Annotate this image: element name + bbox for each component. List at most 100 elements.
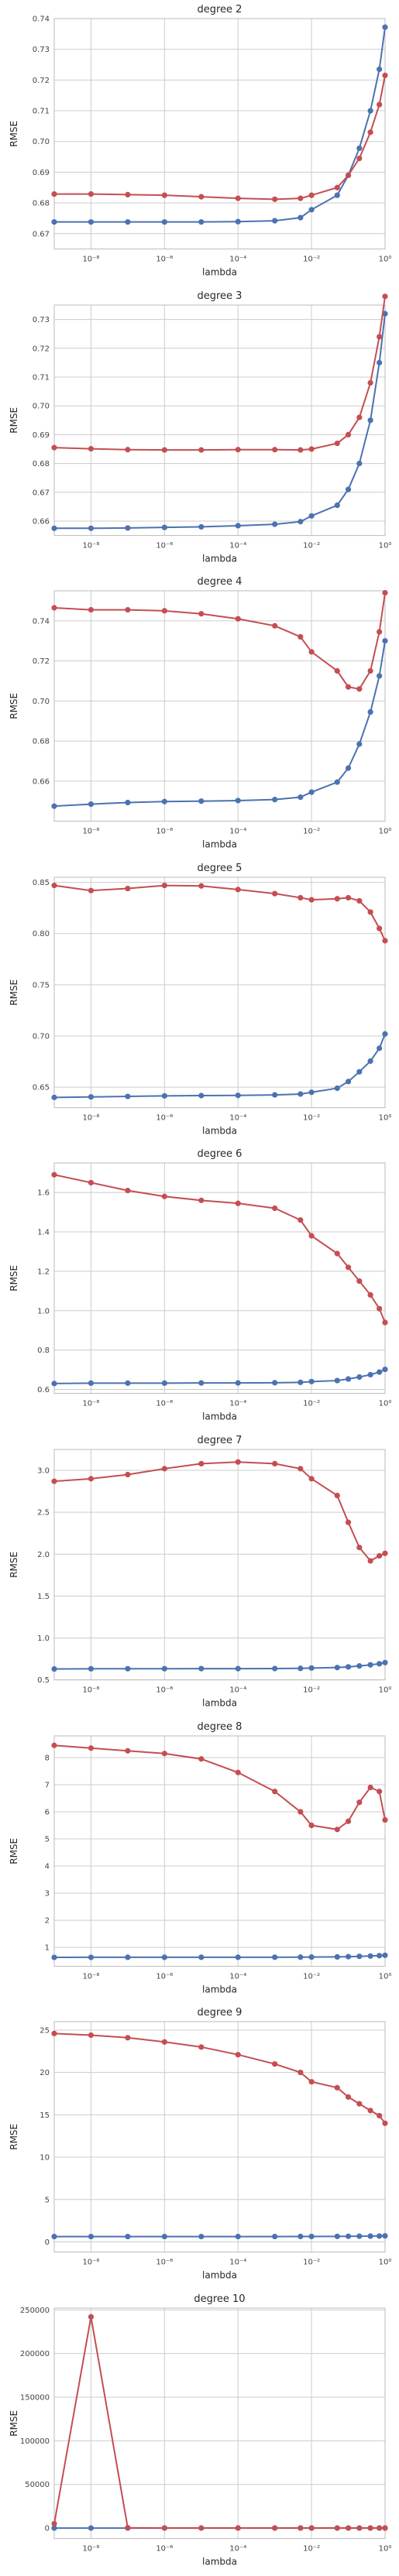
data-point — [308, 2079, 315, 2085]
data-point — [235, 446, 241, 452]
x-tick-label: 10⁻⁶ — [156, 1686, 173, 1695]
y-tick-label: 6 — [45, 1808, 50, 1816]
x-tick-label: 10⁰ — [379, 1400, 392, 1408]
data-point — [382, 590, 388, 596]
x-tick-label: 10⁻⁸ — [82, 2259, 99, 2267]
y-tick-label: 1.4 — [37, 1229, 50, 1237]
data-point — [345, 486, 352, 492]
data-point — [345, 2525, 352, 2531]
x-tick-label: 10⁻⁸ — [82, 1686, 99, 1695]
y-tick-label: 0.73 — [33, 316, 50, 324]
data-point — [377, 1788, 383, 1794]
data-point — [51, 444, 57, 451]
data-point — [235, 616, 241, 623]
y-axis-label: RMSE — [9, 406, 19, 433]
x-tick-label: 10⁻⁸ — [82, 541, 99, 550]
data-point — [161, 219, 167, 225]
data-point — [308, 513, 315, 519]
data-point — [272, 1788, 278, 1794]
chart-panel: degree 8 10⁻⁸ 10⁻⁶ 10⁻⁴ 10⁻² 10⁰ 1 2 3 4 5 6 7 8 lambd… — [9, 1721, 391, 1995]
data-point — [272, 1206, 278, 1212]
data-point — [51, 605, 57, 611]
data-point — [367, 2525, 373, 2531]
data-point — [334, 1953, 340, 1960]
data-point — [272, 1665, 278, 1672]
plot-area — [53, 1162, 386, 1394]
data-point — [125, 1953, 131, 1960]
x-tick-label: 10⁻² — [303, 1686, 320, 1695]
x-axis-label: lambda — [202, 553, 237, 564]
data-point — [308, 1953, 315, 1960]
data-point — [161, 1466, 167, 1472]
y-tick-label: 1.5 — [37, 1593, 50, 1601]
y-axis-label: RMSE — [9, 121, 19, 147]
series-line — [53, 592, 386, 691]
data-point — [367, 108, 373, 114]
data-point — [367, 1558, 373, 1564]
data-point — [356, 1374, 363, 1381]
data-point — [367, 909, 373, 915]
y-tick-label: 0.70 — [33, 402, 50, 410]
data-point — [377, 1369, 383, 1376]
chart-panel: degree 7 10⁻⁸ 10⁻⁶ 10⁻⁴ 10⁻² 10⁰ 0.5 1.0 1.5 2.0 2… — [9, 1435, 391, 1709]
data-point — [298, 1091, 304, 1097]
data-point — [51, 2234, 57, 2240]
data-point — [272, 890, 278, 897]
x-tick-label: 10⁻⁴ — [229, 2544, 246, 2553]
data-point — [367, 379, 373, 386]
x-tick-label: 10⁻² — [303, 2544, 320, 2553]
data-point — [88, 2234, 95, 2240]
data-point — [235, 1665, 241, 1672]
y-tick-label: 250000 — [20, 2307, 50, 2315]
x-tick-label: 10⁻² — [303, 1400, 320, 1408]
y-tick-label: 0.70 — [33, 138, 50, 146]
data-point — [198, 2234, 205, 2240]
data-point — [308, 649, 315, 655]
data-point — [345, 431, 352, 437]
data-point — [198, 1460, 205, 1466]
y-axis-label: RMSE — [9, 1552, 19, 1578]
data-point — [345, 1953, 352, 1960]
data-point — [51, 1094, 57, 1100]
data-point — [198, 447, 205, 453]
data-point — [377, 101, 383, 108]
x-tick-label: 10⁻⁸ — [82, 1400, 99, 1408]
data-point — [298, 894, 304, 900]
data-point — [377, 1045, 383, 1051]
x-tick-label: 10⁻⁸ — [82, 1972, 99, 1981]
data-point — [377, 629, 383, 635]
y-tick-label: 0.68 — [33, 200, 50, 208]
data-point — [272, 623, 278, 629]
data-point — [51, 2030, 57, 2037]
data-point — [272, 218, 278, 224]
y-tick-label: 0.74 — [33, 15, 50, 23]
y-tick-label: 0.67 — [33, 489, 50, 497]
data-point — [367, 2108, 373, 2114]
data-point — [382, 24, 388, 30]
data-point — [334, 668, 340, 674]
data-point — [298, 2525, 304, 2531]
data-point — [382, 1952, 388, 1958]
x-tick-label: 10⁻⁴ — [229, 1113, 246, 1122]
data-point — [88, 525, 95, 531]
data-point — [298, 1665, 304, 1672]
x-tick-label: 10⁻⁶ — [156, 2259, 173, 2267]
data-point — [198, 2525, 205, 2531]
plot-area — [53, 304, 386, 536]
data-point — [161, 1953, 167, 1960]
y-tick-label: 0.71 — [33, 373, 50, 382]
y-axis-label: RMSE — [9, 2124, 19, 2150]
y-tick-label: 200000 — [20, 2350, 50, 2358]
y-tick-label: 1.2 — [37, 1268, 50, 1277]
data-point — [198, 1380, 205, 1387]
data-point — [88, 445, 95, 451]
data-point — [382, 938, 388, 944]
data-point — [125, 800, 131, 806]
data-point — [308, 789, 315, 795]
y-tick-label: 100000 — [20, 2437, 50, 2446]
data-point — [345, 1664, 352, 1670]
chart-title: degree 10 — [194, 2293, 245, 2305]
y-tick-label: 0 — [45, 2524, 50, 2533]
data-point — [367, 1372, 373, 1378]
data-point — [161, 1665, 167, 1672]
